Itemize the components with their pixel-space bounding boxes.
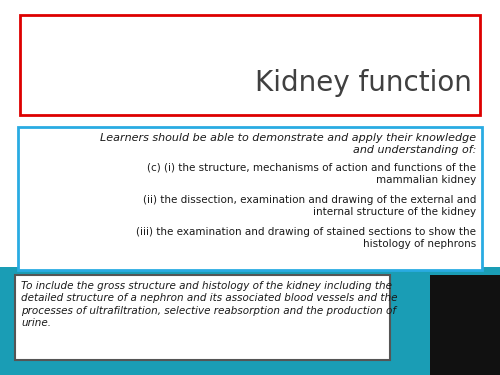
Bar bbox=[430, 275, 500, 375]
Text: (ii) the dissection, examination and drawing of the external and
internal struct: (ii) the dissection, examination and dra… bbox=[142, 195, 476, 217]
Bar bbox=[0, 267, 500, 375]
Bar bbox=[18, 127, 482, 270]
Text: (iii) the examination and drawing of stained sections to show the
histology of n: (iii) the examination and drawing of sta… bbox=[136, 227, 476, 249]
Bar bbox=[15, 275, 390, 360]
Text: Kidney function: Kidney function bbox=[255, 69, 472, 97]
Bar bbox=[20, 15, 480, 115]
Text: (c) (i) the structure, mechanisms of action and functions of the
mammalian kidne: (c) (i) the structure, mechanisms of act… bbox=[147, 163, 476, 185]
Text: Learners should be able to demonstrate and apply their knowledge
and understandi: Learners should be able to demonstrate a… bbox=[100, 133, 476, 155]
Text: To include the gross structure and histology of the kidney including the
detaile: To include the gross structure and histo… bbox=[21, 281, 398, 328]
